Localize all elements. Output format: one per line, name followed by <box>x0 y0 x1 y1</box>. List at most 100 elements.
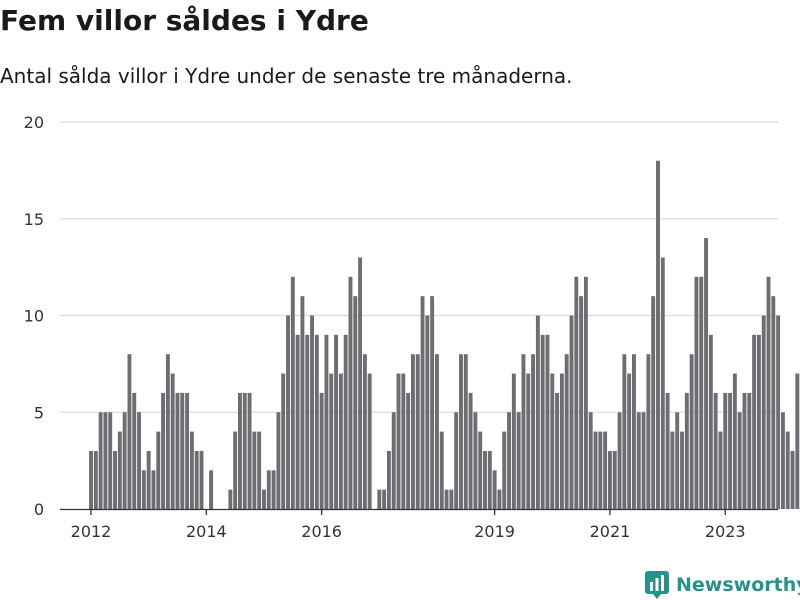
bar <box>137 412 141 509</box>
bar <box>607 450 612 509</box>
bar <box>574 276 579 509</box>
bar <box>343 334 348 509</box>
bar <box>670 431 675 509</box>
y-tick-label: 20 <box>24 113 44 132</box>
bar <box>665 392 670 509</box>
bar <box>492 470 497 509</box>
bar <box>444 489 449 509</box>
bar <box>723 392 728 509</box>
bar <box>564 354 569 509</box>
bar <box>463 354 468 509</box>
y-tick-label: 10 <box>24 307 44 326</box>
bar <box>98 412 103 509</box>
bar <box>622 354 627 509</box>
bar <box>146 450 151 509</box>
bar <box>535 315 540 509</box>
bar <box>377 489 382 509</box>
bar <box>737 412 742 509</box>
y-tick-label: 0 <box>34 500 44 519</box>
bar <box>89 450 93 509</box>
bar <box>209 470 214 509</box>
bar <box>454 412 459 509</box>
bar <box>151 470 156 509</box>
y-tick-label: 15 <box>24 210 44 229</box>
x-tick-label: 2014 <box>186 522 227 541</box>
bar <box>425 315 430 509</box>
bar <box>583 276 588 509</box>
bar <box>550 373 555 509</box>
bar <box>468 392 473 509</box>
x-tick-label: 2016 <box>301 522 342 541</box>
bar <box>579 296 584 509</box>
bar <box>113 450 117 509</box>
bar <box>324 334 329 509</box>
bar <box>651 296 656 509</box>
bar <box>689 354 694 509</box>
bar <box>233 431 238 509</box>
newsworthy-logo: Newsworthy <box>644 570 800 600</box>
bar <box>228 489 233 509</box>
bar <box>752 334 757 509</box>
bar <box>156 431 161 509</box>
bar <box>632 354 636 509</box>
bar <box>656 160 660 509</box>
bar <box>473 412 478 509</box>
bar <box>531 354 536 509</box>
bar <box>540 334 545 509</box>
bar <box>478 431 483 509</box>
bar <box>180 392 185 509</box>
bar <box>271 470 276 509</box>
bar <box>603 431 608 509</box>
bar <box>483 450 487 509</box>
bar <box>362 354 367 509</box>
x-tick-label: 2023 <box>705 522 746 541</box>
y-tick-label: 5 <box>34 403 44 422</box>
bar <box>420 296 425 509</box>
bar <box>742 392 747 509</box>
bar <box>262 489 266 509</box>
bar <box>199 450 204 509</box>
bar <box>305 334 310 509</box>
bar <box>161 392 166 509</box>
bar <box>502 431 507 509</box>
bar <box>103 412 108 509</box>
bar <box>555 392 560 509</box>
bar <box>194 450 199 509</box>
bar <box>612 450 617 509</box>
bar <box>598 431 603 509</box>
bar <box>718 431 723 509</box>
x-tick-label: 2019 <box>474 522 515 541</box>
bar <box>516 412 521 509</box>
bar <box>386 450 391 509</box>
bar <box>353 296 358 509</box>
bar <box>367 373 372 509</box>
x-tick-label: 2012 <box>71 522 112 541</box>
bar <box>290 276 295 509</box>
bar <box>382 489 387 509</box>
bar <box>766 276 771 509</box>
chart-title: Fem villor såldes i Ydre <box>0 4 369 37</box>
bar <box>511 373 516 509</box>
bar <box>310 315 314 509</box>
bar <box>435 354 439 509</box>
bar <box>348 276 353 509</box>
bar <box>694 276 699 509</box>
bar <box>276 412 281 509</box>
bar <box>507 412 511 509</box>
bar <box>334 334 338 509</box>
bar <box>487 450 492 509</box>
bar <box>526 373 531 509</box>
bar <box>641 412 646 509</box>
bar <box>175 392 180 509</box>
bar <box>761 315 766 509</box>
bar <box>795 373 800 509</box>
bar <box>756 334 761 509</box>
bar <box>593 431 598 509</box>
bar <box>790 450 795 509</box>
bar <box>684 392 689 509</box>
bar <box>415 354 420 509</box>
newsworthy-logo-text: Newsworthy <box>676 574 800 596</box>
bar <box>521 354 526 509</box>
bar <box>646 354 651 509</box>
